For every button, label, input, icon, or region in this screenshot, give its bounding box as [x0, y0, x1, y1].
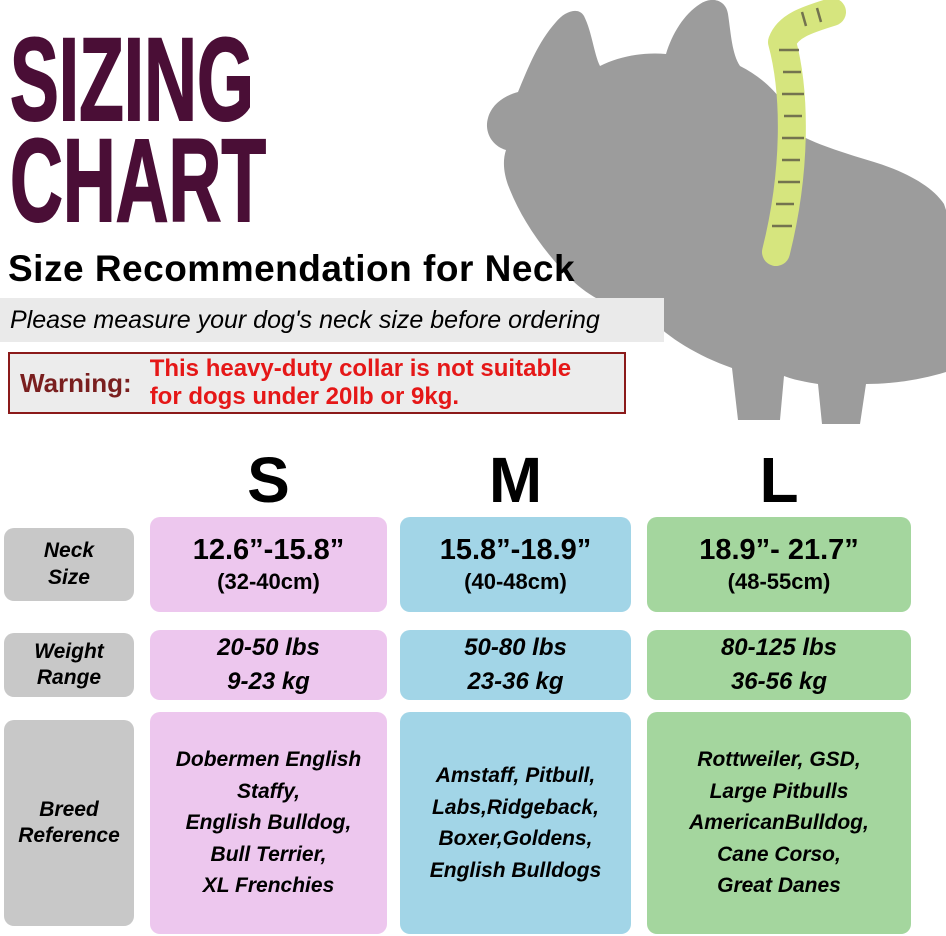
size-header-l: L	[759, 444, 799, 516]
page-title-line2: CHART	[9, 115, 267, 248]
breed-cell-m: Amstaff, Pitbull, Labs,Ridgeback, Boxer,…	[400, 712, 631, 934]
size-header-s: S	[247, 444, 290, 516]
warning-label: Warning:	[20, 367, 132, 398]
neck-size-inches-m: 15.8”-18.9”	[439, 534, 592, 566]
neck-size-cell-l: 18.9”- 21.7” (48-55cm)	[647, 517, 911, 612]
measure-note: Please measure your dog's neck size befo…	[0, 298, 664, 342]
row-label-neck-size: Neck Size	[4, 528, 134, 601]
size-header-m: M	[488, 444, 543, 516]
warning-box: Warning: This heavy-duty collar is not s…	[8, 352, 626, 414]
page-title: SIZING CHART	[9, 14, 267, 248]
neck-size-inches-l: 18.9”- 21.7”	[699, 534, 859, 566]
neck-size-cell-m: 15.8”-18.9” (40-48cm)	[400, 517, 631, 612]
weight-cell-s: 20-50 lbs 9-23 kg	[150, 630, 387, 700]
warning-message: This heavy-duty collar is not suitable f…	[149, 355, 572, 410]
measuring-tape-ticks	[772, 7, 823, 228]
row-label-breed-reference: Breed Reference	[4, 720, 134, 926]
row-label-weight-range: Weight Range	[4, 633, 134, 697]
neck-size-cm-l: (48-55cm)	[727, 569, 831, 594]
dog-silhouette-illustration	[487, 0, 946, 424]
weight-cell-m: 50-80 lbs 23-36 kg	[400, 630, 631, 700]
breed-cell-l: Rottweiler, GSD, Large Pitbulls American…	[647, 712, 911, 934]
weight-cell-l: 80-125 lbs 36-56 kg	[647, 630, 911, 700]
subtitle: Size Recommendation for Neck	[8, 248, 576, 289]
breed-cell-s: Dobermen English Staffy, English Bulldog…	[150, 712, 387, 934]
neck-size-cm-s: (32-40cm)	[217, 569, 320, 594]
page-title-line1: SIZING	[9, 14, 254, 146]
measuring-tape-icon	[762, 0, 846, 266]
neck-size-inches-s: 12.6”-15.8”	[192, 534, 345, 566]
dog-body-shape	[487, 0, 946, 424]
neck-size-cm-m: (40-48cm)	[464, 569, 567, 594]
neck-size-cell-s: 12.6”-15.8” (32-40cm)	[150, 517, 387, 612]
